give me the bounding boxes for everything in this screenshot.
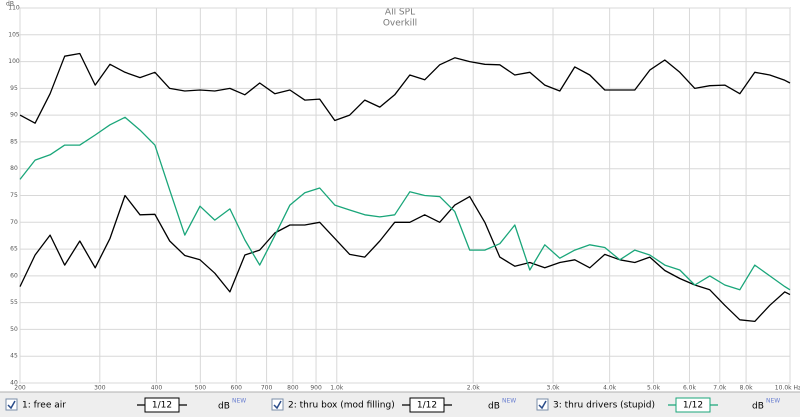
series-line	[19, 52, 791, 124]
smoothing-button[interactable]	[675, 397, 711, 413]
x-tick-label: 800	[287, 385, 299, 392]
x-tick-label: 3.0k	[547, 385, 561, 392]
x-tick-label: 500	[195, 385, 207, 392]
x-tick-label: 400	[151, 385, 163, 392]
y-tick-label: 100	[8, 58, 20, 65]
series-line	[19, 194, 791, 323]
smoothing-button[interactable]	[409, 397, 445, 413]
y-tick-label: 90	[10, 112, 18, 119]
x-tick-label: 300	[94, 385, 106, 392]
y-tick-label: 75	[10, 192, 18, 199]
x-tick-label: 900	[310, 385, 322, 392]
y-tick-label: 60	[10, 272, 18, 279]
y-tick-label: 40	[10, 380, 18, 387]
checkbox-check	[538, 400, 547, 410]
x-tick-label: 4.0k	[603, 385, 617, 392]
smoothing-label: 1/12	[683, 401, 703, 411]
y-tick-label: 95	[10, 85, 18, 92]
y-tick-label: 45	[10, 353, 18, 360]
legend-label: 3: thru drivers (stupid)	[553, 401, 655, 411]
unit-badge[interactable]: NEW	[766, 398, 780, 405]
checkbox[interactable]	[271, 398, 284, 411]
legend-bar	[0, 392, 800, 417]
x-tick-label: 6.0k	[683, 385, 697, 392]
smoothing-label: 1/12	[417, 401, 437, 411]
y-tick-label: 110	[8, 5, 20, 12]
y-tick-label: 55	[10, 299, 18, 306]
y-tick-label: 70	[10, 219, 18, 226]
x-tick-label: 700	[261, 385, 273, 392]
grid	[19, 7, 791, 384]
legend-label: 2: thru box (mod filling)	[288, 401, 395, 411]
y-tick-label: 80	[10, 165, 18, 172]
x-tick-label: 10.0k Hz	[775, 385, 800, 392]
x-tick-label: 5.0k	[647, 385, 661, 392]
x-tick-label: 2.0k	[467, 385, 481, 392]
y-axis-label: dB	[6, 1, 14, 8]
x-tick-label: 1.0k	[330, 385, 344, 392]
y-tick-label: 50	[10, 326, 18, 333]
unit-label: dB	[752, 402, 764, 412]
unit-label: dB	[218, 402, 230, 412]
checkbox[interactable]	[536, 398, 549, 411]
y-tick-label: 65	[10, 246, 18, 253]
series-lines	[19, 52, 791, 323]
smoothing-button[interactable]	[144, 397, 180, 413]
checkbox-check	[7, 400, 16, 410]
y-tick-label: 105	[8, 31, 20, 38]
checkbox[interactable]	[5, 398, 18, 411]
series-line	[19, 116, 791, 291]
unit-label: dB	[488, 402, 500, 412]
x-tick-label: 600	[231, 385, 243, 392]
chart-title: All SPL	[385, 8, 415, 18]
x-tick-label: 200	[14, 385, 26, 392]
y-tick-label: 85	[10, 138, 18, 145]
smoothing-label: 1/12	[152, 401, 172, 411]
checkbox-check	[273, 400, 282, 410]
chart-subtitle: Overkill	[383, 19, 417, 29]
x-tick-label: 8.0k	[740, 385, 754, 392]
unit-badge[interactable]: NEW	[232, 398, 246, 405]
unit-badge[interactable]: NEW	[502, 398, 516, 405]
legend-label: 1: free air	[22, 401, 66, 411]
x-tick-label: 7.0k	[713, 385, 727, 392]
